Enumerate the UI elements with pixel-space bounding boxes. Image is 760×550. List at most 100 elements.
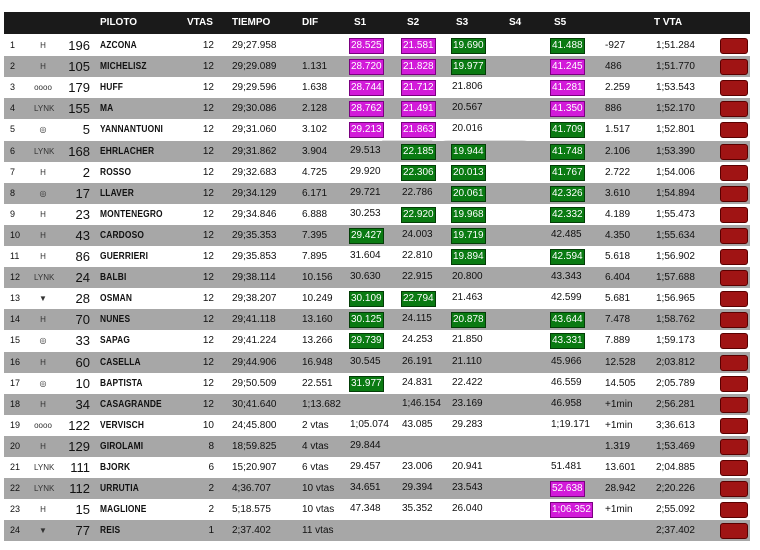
laps-count: 12 <box>202 103 214 115</box>
car-number: 15 <box>75 502 90 518</box>
position-number: 22 <box>10 483 21 494</box>
best-lap-time: 3;36.613 <box>656 419 695 431</box>
sector-s5-time: 41.767 <box>550 164 585 181</box>
car-number: 28 <box>75 291 90 307</box>
status-flag-icon <box>720 227 748 244</box>
gap-value: 2.722 <box>605 166 631 178</box>
sector-s4-time <box>509 59 511 73</box>
position-number: 21 <box>10 462 21 472</box>
status-flag-icon <box>720 375 748 392</box>
car-number: 77 <box>75 523 90 539</box>
gap-value: 12.528 <box>605 356 636 368</box>
sector-s1-time: 30.253 <box>350 207 381 219</box>
position-number: 17 <box>10 377 21 388</box>
car-number: 43 <box>75 227 90 243</box>
position-number: 8 <box>10 187 16 198</box>
sector-s4-time <box>509 38 511 52</box>
table-row: LYNK 6 168 EHRLACHER 12 29;31.862 3.904 2.106 1;… <box>4 140 750 162</box>
car-number: 5 <box>82 122 90 138</box>
sector-s5-time: 41.350 <box>550 101 585 118</box>
sector-s4-time <box>509 312 511 326</box>
sector-s3-time: 20.567 <box>452 102 483 114</box>
driver-name: MA <box>100 102 114 115</box>
sector-s5-time: 41.245 <box>550 59 585 76</box>
sector-s1-time: 30.109 <box>349 291 384 308</box>
driver-name: URRUTIA <box>100 482 139 495</box>
difference: 2 vtas <box>302 419 329 431</box>
sector-s3-time: 19.944 <box>451 143 486 160</box>
total-time: 29;38.114 <box>232 272 276 284</box>
best-lap-time: 2;55.092 <box>656 504 695 516</box>
sector-s3-time: 19.968 <box>451 206 486 223</box>
sector-s5-time: 46.958 <box>551 397 582 409</box>
position-number: 7 <box>10 166 16 177</box>
difference: 1.638 <box>302 82 328 94</box>
position-number: 18 <box>10 398 21 409</box>
total-time: 15;20.907 <box>232 462 277 473</box>
gap-value: 886 <box>605 103 622 115</box>
driver-name: OSMAN <box>100 292 133 305</box>
header-s3: S3 <box>456 17 469 28</box>
laps-count: 12 <box>202 229 214 241</box>
sector-s2-time: 24.003 <box>402 228 433 240</box>
total-time: 29;34.846 <box>232 208 277 220</box>
status-flag-icon <box>720 502 748 519</box>
best-lap-time: 1;55.634 <box>656 229 695 241</box>
sector-s2-time <box>401 523 403 537</box>
table-row: ◎ 8 17 LLAVER 12 29;34.129 6.171 3.610 1;54.894 2… <box>4 182 750 204</box>
sector-s5-time: 46.559 <box>551 376 582 388</box>
best-lap-time: 1;57.688 <box>656 272 695 284</box>
sector-s3-time: 23.169 <box>452 397 483 409</box>
hyundai-logo-icon: H <box>40 230 46 240</box>
total-time: 29;41.118 <box>232 314 276 326</box>
car-number: 33 <box>75 333 90 349</box>
sector-s3-time: 20.941 <box>452 461 483 472</box>
sector-s1-time: 28.762 <box>349 101 384 118</box>
car-number: 34 <box>75 396 90 412</box>
position-number: 2 <box>10 61 16 72</box>
sector-s4-time <box>509 418 511 432</box>
gap-value: 3.610 <box>605 187 631 199</box>
laps-count: 12 <box>202 314 214 326</box>
gap-value: 1.517 <box>605 124 631 136</box>
position-number: 4 <box>10 103 16 114</box>
header-s4: S4 <box>509 17 522 28</box>
gap-value: 7.478 <box>605 314 631 326</box>
position-number: 23 <box>10 504 21 515</box>
honda-logo-icon: H <box>40 209 46 219</box>
sector-s2-time: 21.828 <box>401 59 436 76</box>
difference: 7.895 <box>302 251 328 262</box>
gap-value: 28.942 <box>605 483 636 495</box>
header-s1: S1 <box>354 17 367 28</box>
sector-s3-time: 19.977 <box>451 59 486 76</box>
honda-logo-icon: H <box>40 399 46 409</box>
sector-s4-time <box>509 376 511 390</box>
lynkco-logo-icon: LYNK <box>34 463 55 472</box>
status-flag-icon <box>720 101 748 118</box>
sector-s3-time: 20.878 <box>451 312 486 329</box>
best-lap-time: 1;58.762 <box>656 314 695 326</box>
car-number: 129 <box>68 438 90 454</box>
difference: 1;13.682 <box>302 398 341 410</box>
best-lap-time: 2;04.885 <box>656 462 695 473</box>
chevrolet-logo-icon: ▼ <box>39 526 47 536</box>
status-flag-icon <box>720 438 748 455</box>
sector-s4-time <box>509 122 511 136</box>
sector-s2-time: 1;46.154 <box>402 397 441 409</box>
best-lap-time: 1;59.173 <box>656 335 695 347</box>
sector-s4-time <box>509 460 511 474</box>
laps-count: 2 <box>208 504 214 516</box>
difference: 1.131 <box>302 61 328 73</box>
table-row: oooo 19 122 VERVISCH 10 24;45.800 2 vtas +1min 3… <box>4 414 750 436</box>
position-number: 1 <box>10 40 16 50</box>
status-flag-icon <box>720 122 748 139</box>
sector-s5-time: 42.599 <box>551 292 582 304</box>
sector-s3-time: 21.850 <box>452 334 483 346</box>
difference: 13.266 <box>302 335 333 347</box>
driver-name: REIS <box>100 524 121 537</box>
total-time: 29;44.906 <box>232 356 277 368</box>
driver-name: EHRLACHER <box>100 144 155 157</box>
sector-s5-time <box>550 523 552 537</box>
sector-s4-time <box>509 397 511 411</box>
best-lap-time: 1;53.469 <box>656 440 695 452</box>
